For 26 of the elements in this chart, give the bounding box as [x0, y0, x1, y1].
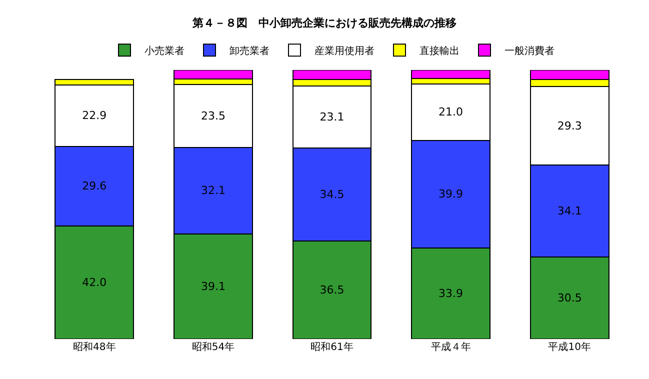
data-label: 21.0	[438, 106, 464, 119]
data-label: 23.5	[200, 109, 226, 122]
data-label: 29.6	[82, 180, 107, 193]
chart-title: 第４－８図 中小卸売企業における販売先構成の推移	[192, 16, 456, 30]
legend-label: 産業用使用者	[314, 45, 374, 58]
data-label: 34.1	[557, 204, 582, 218]
x-tick-label: 平成10年	[548, 341, 591, 353]
data-label: 33.9	[438, 286, 464, 300]
x-tick-label: 平成４年	[430, 341, 471, 353]
data-label: 39.9	[438, 188, 464, 201]
legend-label: 一般消費者	[504, 45, 554, 58]
data-label: 42.0	[82, 276, 107, 290]
x-tick-label: 昭和54年	[192, 341, 235, 353]
x-tick-label: 昭和48年	[73, 341, 116, 353]
data-label: 34.5	[320, 188, 344, 201]
legend-label: 直接輸出	[420, 45, 460, 58]
data-label: 32.1	[200, 184, 226, 198]
data-label: 29.3	[557, 119, 582, 132]
legend-label: 卸売業者	[230, 45, 270, 58]
data-label: 39.1	[200, 280, 226, 293]
x-tick-label: 昭和61年	[310, 341, 354, 353]
legend-label: 小売業者	[144, 45, 184, 58]
data-label: 30.5	[557, 291, 582, 304]
data-label: 23.1	[320, 110, 344, 124]
data-label: 22.9	[82, 109, 107, 122]
data-label: 36.5	[320, 283, 344, 296]
